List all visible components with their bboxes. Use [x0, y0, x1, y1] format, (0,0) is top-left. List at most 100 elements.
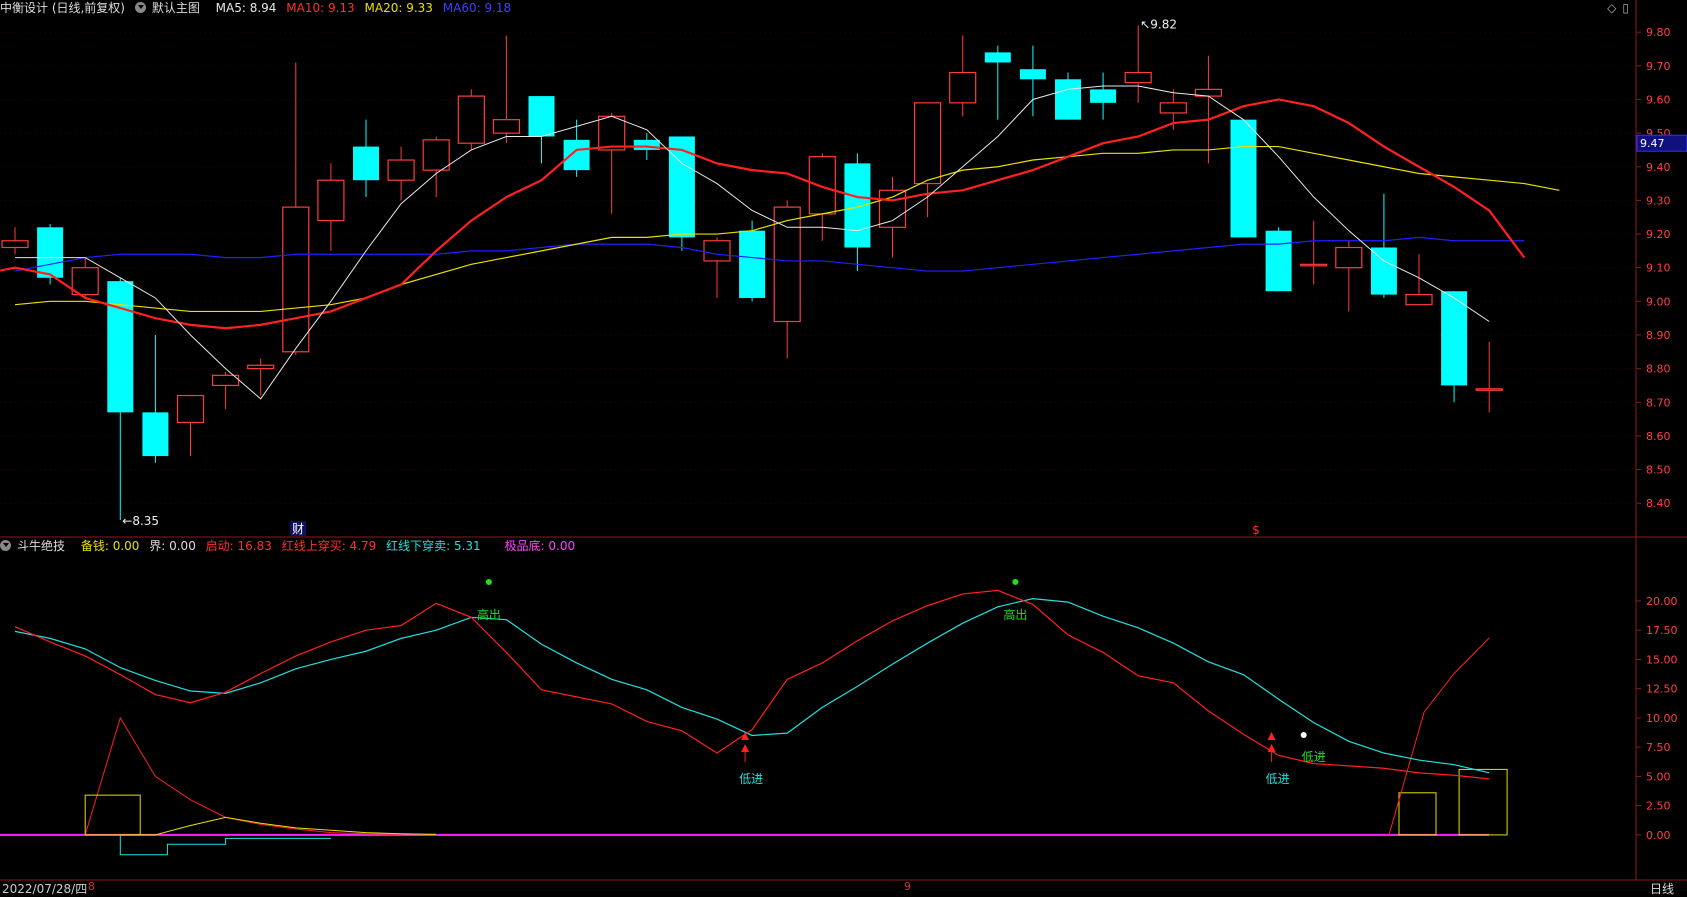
price-tick-label: 9.70: [1646, 60, 1671, 73]
ind-yellow-line: [120, 816, 437, 836]
sell-signal-label: 高出: [1003, 607, 1027, 622]
candle-body: [1335, 246, 1363, 269]
price-tick-label: 8.80: [1646, 363, 1671, 376]
main-chart-header: 中衡设计 (日线,前复权) 默认主图 MA5: 8.94 MA10: 9.13 …: [0, 0, 517, 16]
indicator-v5: 红线下穿卖: 5.31: [386, 539, 481, 553]
candle-body: [353, 146, 379, 181]
candle-body: [1405, 293, 1433, 306]
price-tick-label: 8.50: [1646, 464, 1671, 477]
period-tab[interactable]: 日线: [1650, 882, 1675, 896]
price-tick-label: 8.40: [1646, 497, 1671, 510]
price-tick-label: 9.20: [1646, 228, 1671, 241]
ma5-value: MA5: 8.94: [215, 1, 277, 15]
ind-rising-line: [1388, 637, 1490, 836]
ma20-line: [14, 145, 1560, 313]
candle-body: [142, 412, 169, 457]
stock-title: 中衡设计 (日线,前复权): [0, 1, 125, 15]
indicator-settings-icon[interactable]: [0, 540, 11, 551]
candle-body: [913, 102, 942, 185]
candle-body: [739, 230, 766, 298]
buy-arrow-icon: [1267, 744, 1276, 752]
ind-tick-label: 10.00: [1646, 712, 1678, 725]
candle-body: [808, 156, 836, 215]
ind-tick-label: 15.00: [1646, 653, 1678, 666]
candle-body: [107, 281, 134, 413]
ma20-value: MA20: 9.33: [364, 1, 433, 15]
footer-mark-2: 9: [904, 880, 911, 893]
ma5-line: [15, 85, 1490, 400]
candle-body: [1, 240, 29, 249]
price-tick-label: 8.60: [1646, 430, 1671, 443]
price-tick-label: 9.60: [1646, 93, 1671, 106]
buy-signal-label: 低进: [739, 772, 763, 786]
settings-circle-icon[interactable]: [134, 2, 146, 13]
price-tick-label: 8.70: [1646, 396, 1671, 409]
footer-mark-1: 8: [88, 880, 95, 893]
indicator-name[interactable]: 斗牛绝技: [0, 539, 71, 553]
candle-body: [563, 139, 590, 171]
candle-body: [528, 96, 555, 137]
candle-body: [1300, 263, 1328, 267]
candle-body: [387, 159, 415, 181]
indicator-header: 斗牛绝技 备钱: 0.00 界: 0.00 启动: 16.83 红线上穿买: 4…: [0, 538, 581, 554]
candle-body: [1055, 79, 1081, 120]
buy-arrow-icon: [1267, 732, 1276, 740]
ind-cyan-steps: [119, 834, 331, 856]
candle-body: [1124, 71, 1152, 84]
indicator-v6: 极品底: 0.00: [504, 539, 576, 553]
footer-date: 2022/07/28/四: [2, 882, 88, 896]
candle-body: [1230, 119, 1257, 238]
candle-body: [71, 267, 99, 296]
candle-body: [317, 179, 345, 222]
candle-body: [773, 206, 801, 323]
ind-yellow-box-2: [1398, 792, 1437, 836]
ind-tick-label: 7.50: [1646, 741, 1671, 754]
candle-body: [176, 394, 205, 424]
main-chart-label[interactable]: 默认主图: [134, 1, 206, 15]
current-price-label: 9.47: [1640, 137, 1665, 150]
candle-body: [37, 227, 64, 278]
candle-body: [492, 119, 520, 134]
diamond-icon[interactable]: ◇: [1607, 1, 1617, 15]
ma60-value: MA60: 9.18: [442, 1, 512, 15]
buy-signal-label: 低进: [1302, 750, 1326, 764]
candle-body: [949, 71, 977, 104]
candle-body: [247, 364, 275, 370]
candle-body: [457, 95, 485, 144]
dividend-marker: $: [1252, 523, 1260, 537]
price-tick-label: 9.30: [1646, 194, 1671, 207]
square-icon[interactable]: ▯: [1622, 1, 1629, 15]
sell-signal-dot: [485, 579, 492, 585]
indicator-v2: 界: 0.00: [149, 539, 196, 553]
candle-body: [1265, 230, 1292, 292]
candle-body: [598, 115, 626, 151]
price-tick-label: 8.90: [1646, 329, 1671, 342]
finance-marker: 财: [292, 522, 304, 536]
candle-body: [1475, 388, 1503, 391]
ind-cyan-line: [14, 597, 1490, 774]
buy-arrow-icon: [741, 744, 750, 752]
candle-body: [844, 163, 871, 248]
indicator-v1: 备钱: 0.00: [80, 539, 140, 553]
current-price-box: [1636, 134, 1687, 152]
candle-body: [668, 136, 695, 238]
ind-yellow-box-3: [1458, 768, 1508, 836]
price-tick-label: 9.00: [1646, 295, 1671, 308]
candle-body: [1019, 69, 1046, 80]
ind-tick-label: 0.00: [1646, 829, 1671, 842]
candle-body: [703, 240, 731, 262]
candle-body: [1159, 102, 1187, 114]
candle-body: [1441, 291, 1468, 386]
price-tick-label: 9.80: [1646, 26, 1671, 39]
indicator-v4: 红线上穿买: 4.79: [281, 539, 377, 553]
ind-tick-label: 2.50: [1646, 800, 1671, 813]
buy-signal-dot: [1300, 732, 1307, 738]
price-tick-label: 9.40: [1646, 161, 1671, 174]
buy-signal-label: 低进: [1266, 772, 1290, 786]
candle-body: [633, 139, 660, 150]
price-tick-label: 9.10: [1646, 262, 1671, 275]
candle-body: [984, 52, 1011, 63]
ind-red-line: [14, 589, 1490, 780]
